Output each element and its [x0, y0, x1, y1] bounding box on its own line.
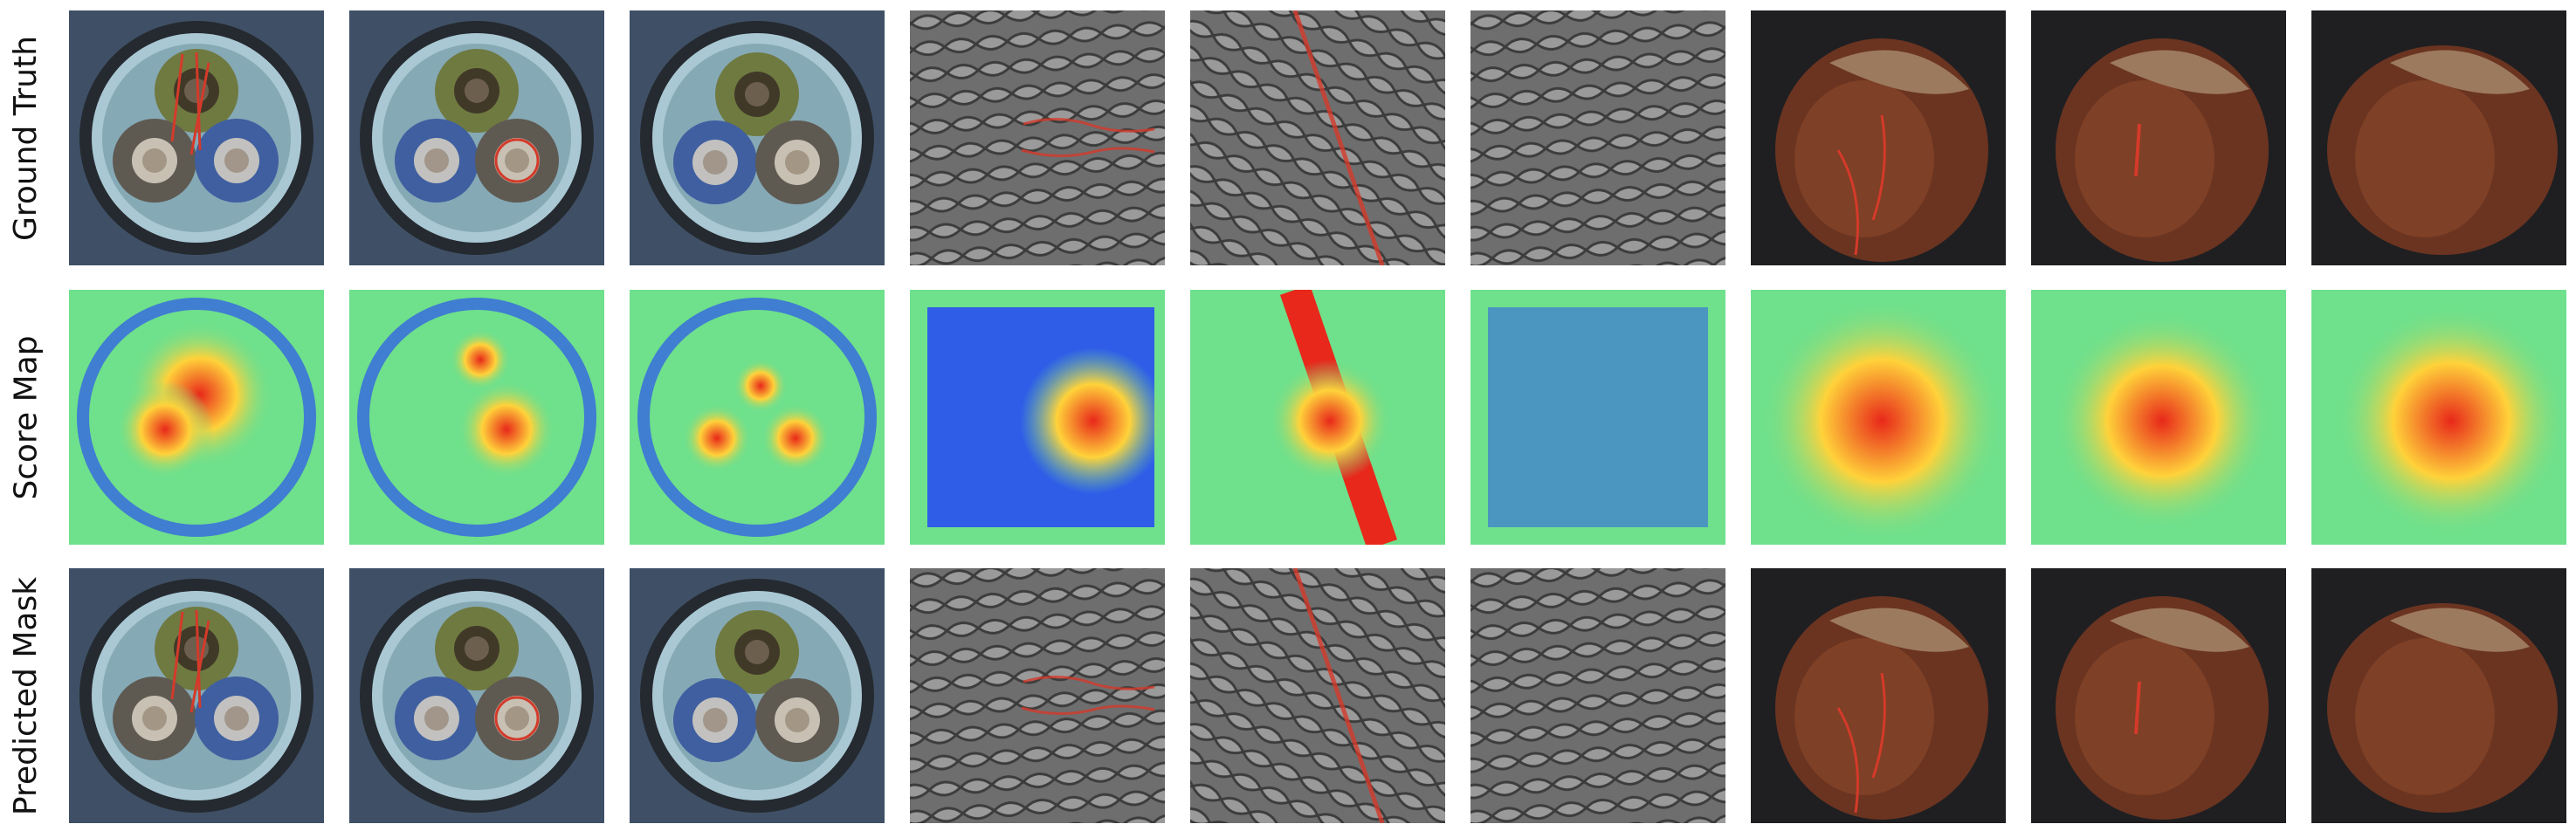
grid-image — [1471, 290, 1725, 545]
tile-predicted-mask-cable-1 — [69, 568, 324, 823]
hazelnut-image — [2031, 290, 2286, 545]
grid-image — [910, 290, 1165, 545]
row-label-text: Score Map — [8, 334, 45, 500]
grid-image — [910, 568, 1165, 823]
tile-predicted-mask-cable-3 — [630, 568, 885, 823]
cable-image — [349, 290, 604, 545]
row-label-predicted-mask: Predicted Mask — [0, 568, 52, 823]
tile-ground-truth-hazelnut-3 — [2311, 10, 2566, 265]
tile-ground-truth-grid-2 — [1190, 10, 1445, 265]
row-label-score-map: Score Map — [0, 290, 52, 545]
tile-ground-truth-cable-1 — [69, 10, 324, 265]
cable-image — [69, 568, 324, 823]
tile-predicted-mask-hazelnut-3 — [2311, 568, 2566, 823]
cable-image — [349, 10, 604, 265]
tile-ground-truth-cable-3 — [630, 10, 885, 265]
tile-predicted-mask-grid-3 — [1471, 568, 1725, 823]
tile-score-map-cable-3 — [630, 290, 885, 545]
tile-ground-truth-hazelnut-1 — [1751, 10, 2006, 265]
tile-score-map-cable-2 — [349, 290, 604, 545]
hazelnut-image — [2311, 568, 2566, 823]
tile-score-map-hazelnut-2 — [2031, 290, 2286, 545]
tile-predicted-mask-hazelnut-1 — [1751, 568, 2006, 823]
hazelnut-image — [2311, 10, 2566, 265]
cable-image — [349, 568, 604, 823]
hazelnut-image — [1751, 290, 2006, 545]
tile-predicted-mask-hazelnut-2 — [2031, 568, 2286, 823]
cable-image — [630, 10, 885, 265]
tile-predicted-mask-grid-2 — [1190, 568, 1445, 823]
tile-score-map-grid-2 — [1190, 290, 1445, 545]
hazelnut-image — [1751, 10, 2006, 265]
grid-image — [1190, 10, 1445, 265]
hazelnut-image — [1751, 568, 2006, 823]
grid-image — [1190, 568, 1445, 823]
tile-predicted-mask-grid-1 — [910, 568, 1165, 823]
row-label-text: Predicted Mask — [8, 576, 45, 815]
cable-image — [630, 568, 885, 823]
grid-image — [910, 10, 1165, 265]
cable-image — [69, 10, 324, 265]
tile-score-map-hazelnut-1 — [1751, 290, 2006, 545]
grid-image — [1471, 568, 1725, 823]
hazelnut-image — [2031, 568, 2286, 823]
tile-score-map-grid-1 — [910, 290, 1165, 545]
tile-score-map-cable-1 — [69, 290, 324, 545]
tile-predicted-mask-cable-2 — [349, 568, 604, 823]
hazelnut-image — [2311, 290, 2566, 545]
tile-score-map-hazelnut-3 — [2311, 290, 2566, 545]
cable-image — [69, 290, 324, 545]
tile-ground-truth-grid-1 — [910, 10, 1165, 265]
hazelnut-image — [2031, 10, 2286, 265]
row-label-text: Ground Truth — [8, 35, 45, 241]
grid-image — [1471, 10, 1725, 265]
row-label-ground-truth: Ground Truth — [0, 10, 52, 265]
tile-score-map-grid-3 — [1471, 290, 1725, 545]
tile-ground-truth-grid-3 — [1471, 10, 1725, 265]
tile-ground-truth-cable-2 — [349, 10, 604, 265]
cable-image — [630, 290, 885, 545]
grid-image — [1190, 290, 1445, 545]
tile-ground-truth-hazelnut-2 — [2031, 10, 2286, 265]
